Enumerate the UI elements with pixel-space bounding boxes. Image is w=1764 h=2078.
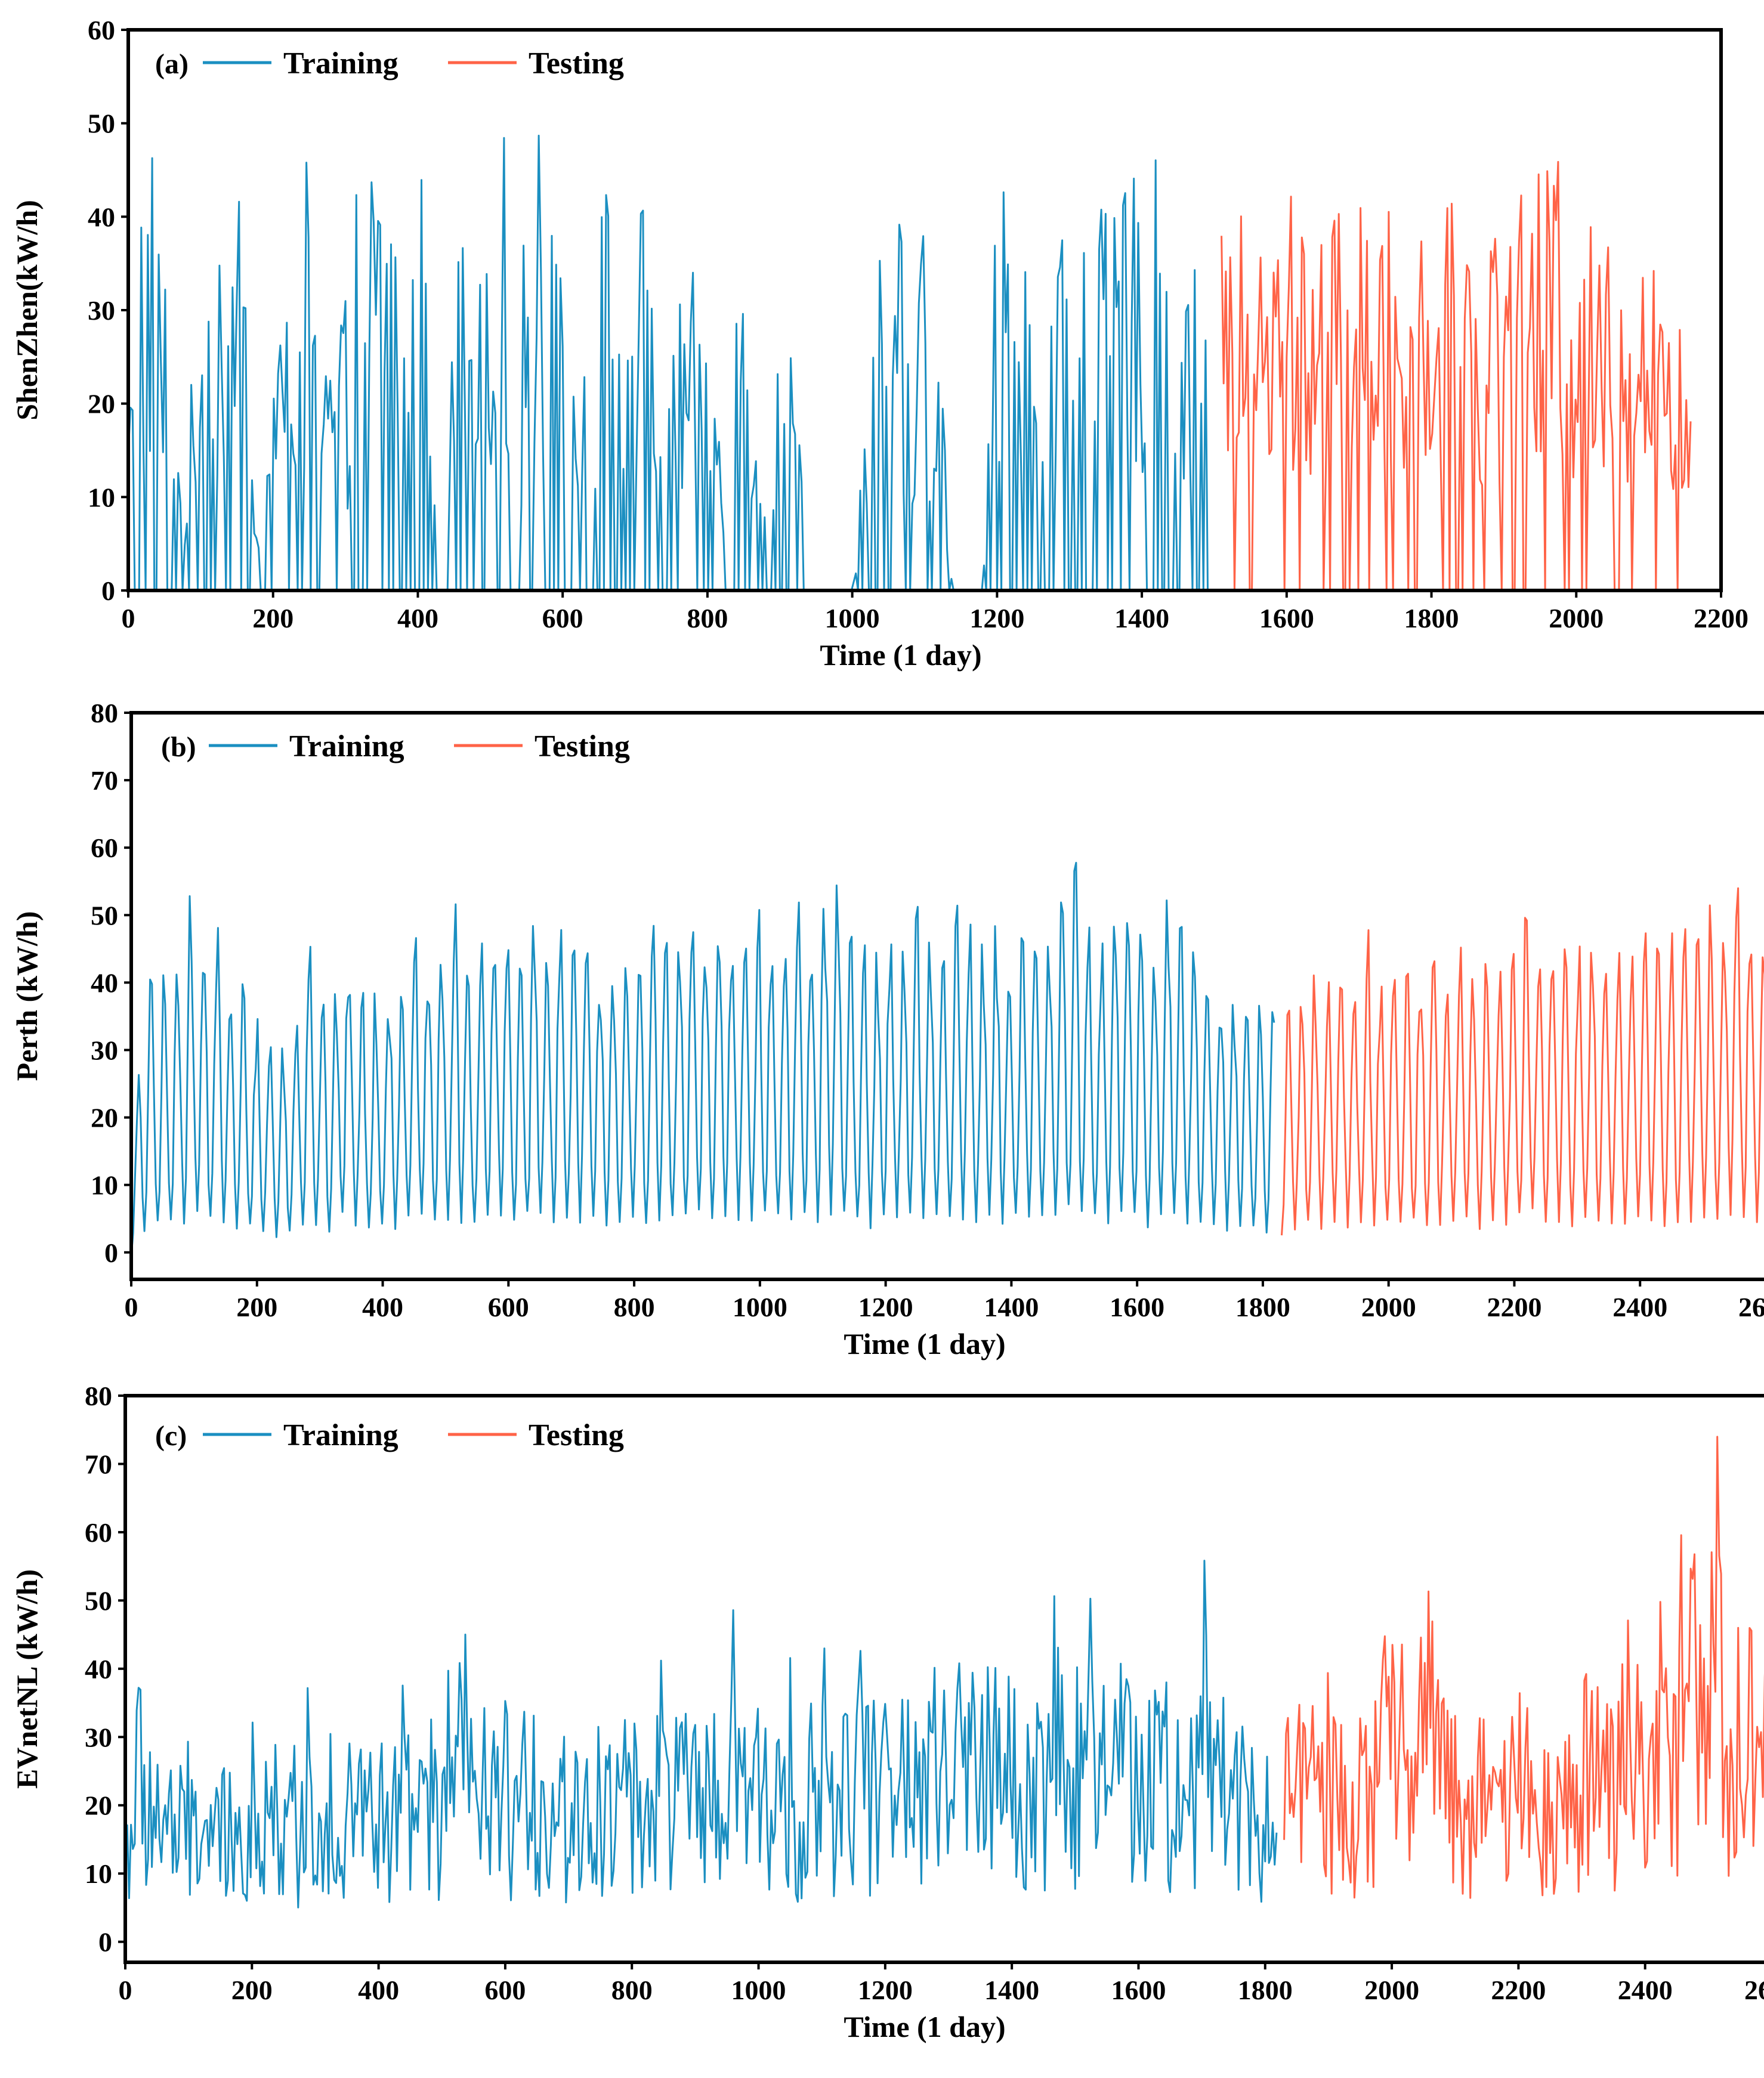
y-tick-label: 50: [88, 109, 115, 139]
panel-label: (a): [155, 48, 189, 80]
y-tick-label: 60: [88, 15, 115, 45]
x-tick-label: 1600: [1111, 1975, 1166, 2005]
x-tick-label: 1000: [733, 1292, 787, 1322]
x-tick-label: 1200: [858, 1975, 913, 2005]
x-tick-label: 1000: [731, 1975, 786, 2005]
x-tick-label: 2400: [1618, 1975, 1673, 2005]
y-tick-label: 20: [91, 1103, 118, 1133]
x-tick-label: 600: [488, 1292, 529, 1322]
y-tick-label: 70: [91, 765, 118, 796]
x-tick-label: 1400: [984, 1292, 1039, 1322]
panel-shenzhen: 0 200 400 600 800 1000 1200 1400 1600 1800 2000 220…: [10, 15, 1748, 672]
panel-perth: 0 200 400 600 800 1000 1200 1400 1600 1800 2000 220…: [10, 698, 1764, 1360]
series-line-training: [124, 1560, 1278, 1909]
x-tick-label: 0: [122, 603, 135, 633]
y-tick-label: 70: [85, 1449, 112, 1479]
x-tick-label: 2600: [1738, 1292, 1764, 1322]
legend-label-training: Training: [283, 1418, 398, 1452]
series-line-testing: [1283, 1436, 1764, 1899]
legend-label-testing: Testing: [529, 1418, 624, 1452]
x-tick-label: 1600: [1259, 603, 1314, 633]
x-tick-label: 800: [687, 603, 728, 633]
x-tick-label: 600: [542, 603, 583, 633]
y-axis-title: ShenZhen(kW/h): [10, 200, 44, 420]
x-tick-label: 2000: [1364, 1975, 1419, 2005]
legend-label-testing: Testing: [535, 729, 630, 763]
x-tick-label: 2600: [1744, 1975, 1764, 2005]
y-tick-label: 0: [98, 1927, 112, 1958]
legend-label-training: Training: [283, 47, 398, 81]
y-tick-label: 10: [91, 1170, 118, 1201]
x-tick-label: 0: [125, 1292, 138, 1322]
x-tick-label: 2400: [1612, 1292, 1667, 1322]
x-tick-label: 2200: [1694, 603, 1748, 633]
y-tick-label: 30: [91, 1035, 118, 1065]
y-tick-label: 80: [85, 1381, 112, 1411]
x-tick-label: 1200: [858, 1292, 913, 1322]
legend-label-testing: Testing: [529, 47, 624, 81]
y-tick-label: 10: [88, 482, 115, 512]
y-tick-label: 20: [85, 1791, 112, 1821]
y-tick-label: 50: [85, 1585, 112, 1616]
y-tick-label: 0: [101, 576, 115, 606]
x-tick-label: 1600: [1110, 1292, 1164, 1322]
series-line-training: [127, 134, 1215, 592]
x-tick-label: 200: [252, 603, 294, 633]
x-tick-label: 1400: [1114, 603, 1169, 633]
x-axis-title: Time (1 day): [844, 1327, 1005, 1360]
y-tick-label: 60: [91, 833, 118, 863]
x-tick-label: 400: [397, 603, 438, 633]
x-tick-label: 400: [358, 1975, 399, 2005]
x-tick-label: 200: [236, 1292, 277, 1322]
x-tick-label: 800: [614, 1292, 655, 1322]
x-tick-label: 200: [231, 1975, 273, 2005]
y-tick-label: 40: [88, 202, 115, 232]
x-tick-label: 600: [484, 1975, 526, 2005]
x-tick-label: 1800: [1235, 1292, 1290, 1322]
y-tick-label: 0: [104, 1238, 118, 1268]
x-axis-title: Time (1 day): [844, 2010, 1005, 2043]
y-tick-label: 20: [88, 389, 115, 419]
y-tick-label: 30: [88, 295, 115, 326]
x-tick-label: 2000: [1361, 1292, 1416, 1322]
plot-frame: [129, 711, 1764, 1281]
legend-label-training: Training: [289, 729, 404, 763]
y-axis-title: EVnetNL (kW/h): [10, 1569, 44, 1789]
series-line-testing: [1221, 160, 1692, 592]
series-line-testing: [1281, 887, 1764, 1236]
x-tick-label: 2200: [1491, 1975, 1546, 2005]
y-tick-label: 50: [91, 900, 118, 930]
y-tick-label: 60: [85, 1517, 112, 1548]
x-tick-label: 400: [362, 1292, 403, 1322]
x-tick-label: 1800: [1404, 603, 1459, 633]
x-tick-label: 2000: [1549, 603, 1604, 633]
panel-label: (c): [155, 1420, 187, 1452]
x-tick-label: 800: [611, 1975, 653, 2005]
panel-label: (b): [161, 731, 196, 763]
x-tick-label: 1400: [984, 1975, 1039, 2005]
x-axis-title: Time (1 day): [820, 638, 981, 672]
x-tick-label: 1200: [969, 603, 1024, 633]
panel-evnetnl: 0 200 400 600 800 1000 1200 1400 1600 1800 2000 220…: [10, 1381, 1764, 2043]
plot-frame: [123, 1394, 1764, 1964]
x-tick-label: 0: [119, 1975, 132, 2005]
y-axis-title: Perth (kW/h): [10, 911, 44, 1081]
x-tick-label: 1000: [825, 603, 880, 633]
y-tick-label: 80: [91, 698, 118, 728]
x-tick-label: 2200: [1487, 1292, 1541, 1322]
series-line-training: [130, 862, 1275, 1257]
y-tick-label: 10: [85, 1859, 112, 1889]
y-tick-label: 40: [85, 1654, 112, 1684]
x-tick-label: 1800: [1238, 1975, 1293, 2005]
y-tick-label: 40: [91, 967, 118, 998]
y-tick-label: 30: [85, 1722, 112, 1752]
